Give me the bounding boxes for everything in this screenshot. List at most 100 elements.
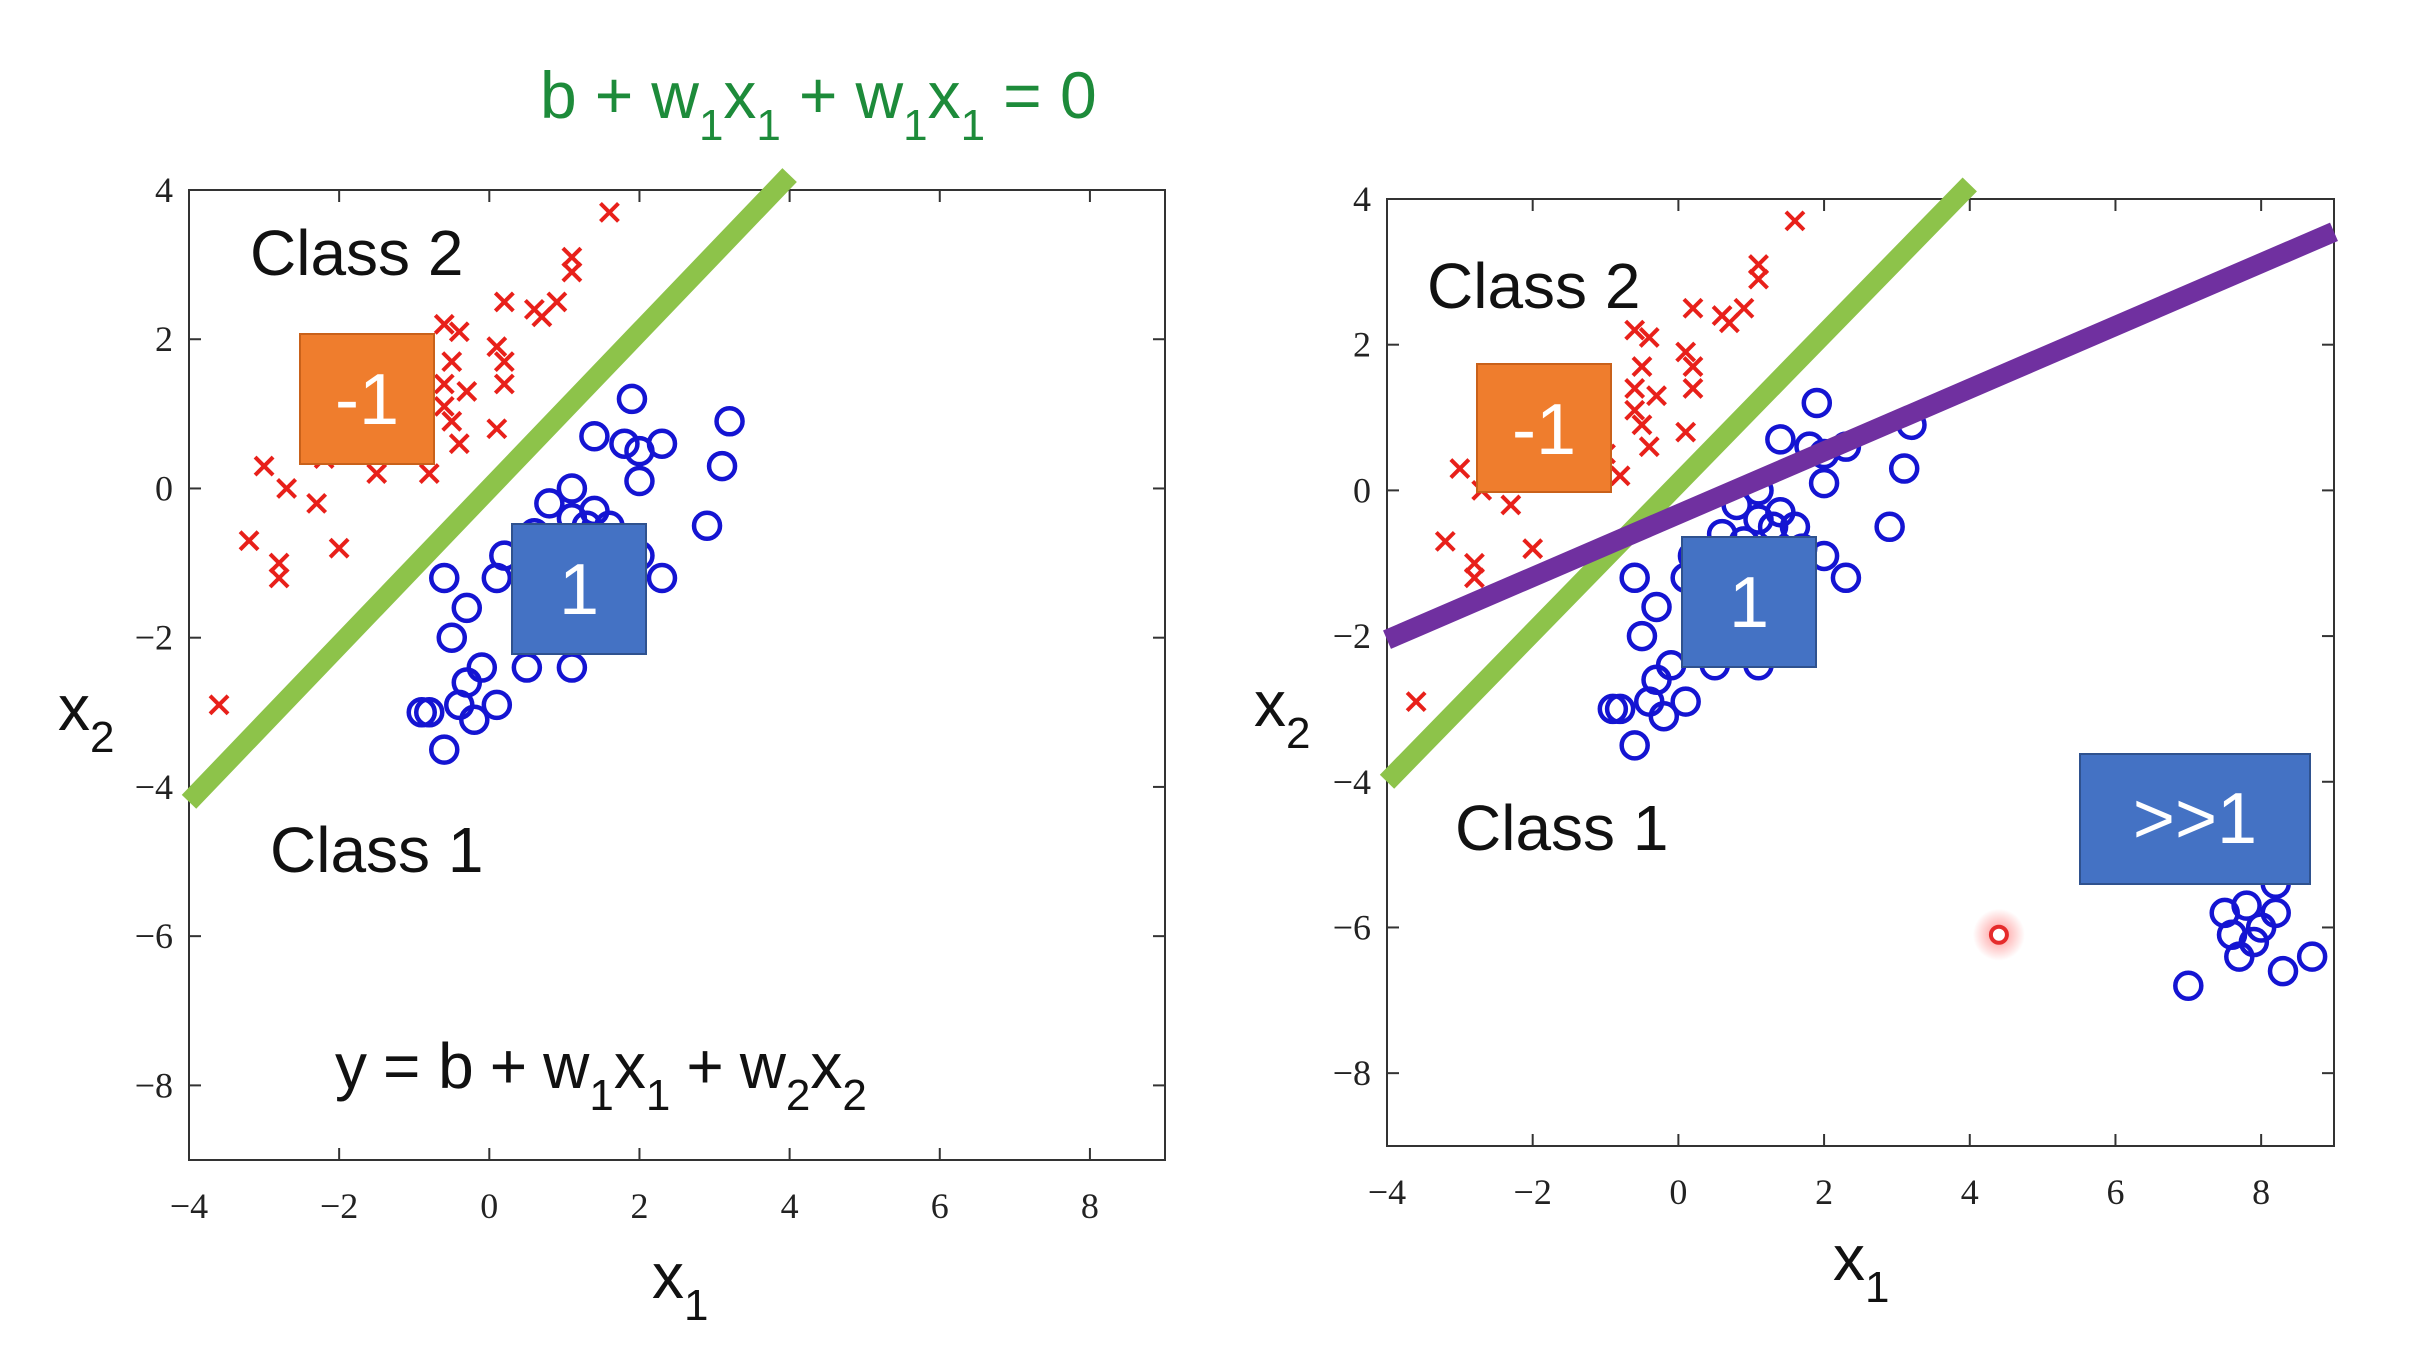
class1-point [579, 420, 610, 452]
class2-point [253, 455, 275, 477]
right-plot-ticks: −4 −2 0 2 4 6 8 4 2 0 −2 −4 −6 −8 [1333, 179, 2334, 1212]
class2-point [1675, 341, 1697, 363]
right-pos-box-label: 1 [1729, 563, 1769, 643]
class1-point [1604, 693, 1636, 725]
class1-point [2224, 941, 2255, 972]
class2-point [366, 463, 388, 484]
decision-boundary-line [181, 168, 797, 809]
class1-point [1888, 453, 1920, 484]
class1-point [429, 562, 460, 594]
class2-point [1624, 377, 1646, 399]
x-tick-label: −4 [1368, 1172, 1406, 1212]
x-tick-label: 8 [1081, 1186, 1099, 1226]
class2-point [493, 351, 515, 373]
class1-point [1801, 387, 1833, 419]
y-tick-label: 2 [1353, 325, 1371, 365]
class1-point [481, 562, 513, 594]
y-tick-label: −2 [135, 618, 173, 658]
class2-point [433, 395, 455, 417]
highlight-point [1988, 924, 2009, 945]
left-ylabel: x2 [58, 672, 114, 762]
class1-point [1874, 511, 1905, 543]
class2-point [1405, 691, 1427, 713]
class1-point [511, 652, 543, 683]
right-plot-marks [1379, 177, 2338, 1001]
class2-point [441, 351, 463, 373]
class1-point [1626, 620, 1658, 652]
class1-point [2231, 890, 2262, 921]
class2-point [1464, 567, 1485, 589]
y-tick-label: −4 [1333, 762, 1371, 802]
x-tick-label: 4 [781, 1186, 799, 1226]
y-tick-label: −8 [1333, 1053, 1371, 1093]
class2-point [486, 336, 508, 358]
class2-point [1631, 414, 1653, 436]
class2-point [1522, 538, 1544, 560]
class2-point [1449, 458, 1471, 479]
left-xlabel: x1 [652, 1240, 708, 1330]
class2-point [441, 410, 463, 432]
left-class1-label: Class 1 [270, 814, 483, 886]
class2-point [1682, 297, 1704, 319]
class1-point [1619, 730, 1650, 761]
class2-point [561, 246, 583, 268]
class1-point [2267, 955, 2299, 987]
class2-point [1624, 399, 1646, 421]
class1-point [624, 465, 655, 497]
regression-boundary-line [1383, 222, 2338, 649]
x-tick-label: 0 [1669, 1172, 1687, 1212]
x-tick-label: −4 [170, 1186, 208, 1226]
class2-point [448, 433, 470, 455]
class2-point [1624, 319, 1646, 341]
class1-point [1648, 700, 1680, 732]
left-pos-box [511, 523, 647, 655]
y-tick-label: 2 [155, 319, 173, 359]
class1-point [1830, 562, 1862, 594]
class1-point [706, 450, 738, 482]
left-plot-frame [188, 189, 1166, 1161]
class1-point [1619, 562, 1650, 594]
class2-point [1748, 268, 1769, 290]
top-equation: b + w1x1 + w1x1 = 0 [540, 58, 1097, 150]
x-tick-label: 8 [2252, 1172, 2270, 1212]
class2-point [418, 463, 440, 484]
class1-point [624, 435, 655, 467]
class2-point [493, 291, 515, 313]
class1-point [2245, 912, 2277, 943]
class1-point [1743, 504, 1774, 535]
left-pos-box-label: 1 [559, 550, 599, 630]
class1-point [2296, 941, 2328, 972]
class2-point [561, 261, 583, 283]
class2-point [486, 418, 508, 440]
y-tick-label: 0 [1353, 470, 1371, 510]
right-pos-box [1681, 536, 1817, 668]
logistic-boundary-line [1379, 177, 1977, 789]
class2-point [1500, 494, 1522, 516]
y-tick-label: −4 [135, 767, 173, 807]
class2-point [268, 567, 290, 589]
class2-point [448, 321, 470, 343]
class2-point [1638, 326, 1660, 348]
right-neg-box [1476, 363, 1612, 493]
class1-point [2173, 970, 2204, 1001]
model-equation: y = b + w1x1 + w2x2 [335, 1030, 867, 1120]
class1-point [436, 622, 468, 653]
right-class1-label: Class 1 [1455, 792, 1668, 864]
class1-point [616, 383, 648, 415]
class2-point [1434, 530, 1456, 552]
y-tick-label: 4 [155, 170, 173, 210]
right-big-box-label: >>1 [2133, 779, 2257, 859]
x-tick-label: 0 [480, 1186, 498, 1226]
y-tick-label: 0 [155, 468, 173, 508]
left-plot-ticks: −4 −2 0 2 4 6 8 4 2 0 −2 −4 −6 −8 [135, 170, 1165, 1226]
class2-point [1609, 465, 1631, 487]
x-tick-label: 6 [931, 1186, 949, 1226]
left-class2-label: Class 2 [250, 217, 463, 289]
x-tick-label: 4 [1961, 1172, 1979, 1212]
class2-point [328, 537, 350, 559]
class1-point [646, 562, 678, 594]
class1-point [534, 488, 565, 519]
x-tick-label: −2 [320, 1186, 358, 1226]
